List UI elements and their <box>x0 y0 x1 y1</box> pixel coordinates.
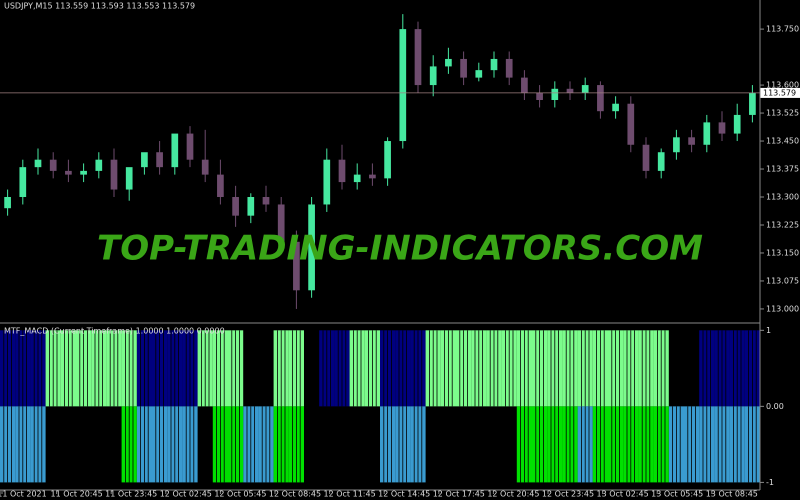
price-title: USDJPY,M15 113.559 113.593 113.553 113.5… <box>4 2 195 11</box>
candle-body <box>34 159 42 168</box>
indicator-title: MTF_MACD (Current Timeframe) 1.0000 1.00… <box>4 327 225 336</box>
y-tick-label: 113.150 <box>766 248 799 257</box>
candle-body <box>566 88 574 93</box>
y-tick-label: 113.075 <box>766 276 799 285</box>
candle-body <box>19 167 27 198</box>
y-tick-label: 113.300 <box>766 193 799 202</box>
y-tick-label: 113.225 <box>766 220 799 229</box>
candle-body <box>141 152 148 168</box>
y-tick-label: 113.450 <box>766 137 799 146</box>
candle-body <box>490 58 498 71</box>
candle-body <box>186 133 194 160</box>
current-price-label: 113.579 <box>763 88 796 97</box>
y-tick-label: 1 <box>766 326 771 335</box>
candle-body <box>399 29 407 142</box>
candle-body <box>110 159 118 190</box>
x-tick-label: 12 Oct 23:45 <box>542 490 594 499</box>
x-tick-label: 13 Oct 05:45 <box>651 490 703 499</box>
candle-body <box>733 114 741 134</box>
x-tick-label: 12 Oct 08:45 <box>269 490 321 499</box>
candle-body <box>475 70 483 78</box>
candle-body <box>4 197 11 209</box>
candle-body <box>65 170 72 175</box>
candle-body <box>581 85 589 93</box>
candle-body <box>201 159 209 175</box>
candle-body <box>718 122 726 134</box>
candle-body <box>217 174 224 198</box>
x-tick-label: 12 Oct 05:45 <box>214 490 266 499</box>
candle-body <box>551 88 559 100</box>
candle-body <box>80 170 87 175</box>
candle-body <box>262 197 270 205</box>
candle-body <box>308 204 315 291</box>
candle-body <box>612 103 619 112</box>
candle-body <box>642 144 650 171</box>
x-tick-label: 12 Oct 17:45 <box>433 490 485 499</box>
candle-body <box>277 204 285 242</box>
y-tick-label: -1 <box>766 478 774 487</box>
candle-body <box>95 159 103 171</box>
candle-body <box>429 66 437 86</box>
candle-body <box>247 197 255 216</box>
candle-body <box>353 174 361 183</box>
y-tick-label: 113.600 <box>766 81 799 90</box>
candle-body <box>688 137 695 145</box>
candle-body <box>125 167 133 190</box>
x-tick-label: 11 Oct 23:45 <box>105 490 157 499</box>
candle-body <box>627 103 635 145</box>
x-tick-label: 13 Oct 02:45 <box>597 490 649 499</box>
candle-body <box>156 152 163 168</box>
candle-body <box>323 159 331 205</box>
candle-body <box>338 159 346 183</box>
y-tick-label: 113.000 <box>766 304 799 313</box>
x-tick-label: 13 Oct 08:45 <box>706 490 758 499</box>
candle-body <box>521 77 528 93</box>
y-tick-label: 113.375 <box>766 165 799 174</box>
y-tick-label: 0.00 <box>766 402 784 411</box>
x-tick-label: 12 Oct 02:45 <box>160 490 212 499</box>
candle-body <box>657 152 665 171</box>
candle-body <box>673 137 680 153</box>
candle-body <box>445 58 452 67</box>
indicator-panel: 1 0.00 -1 11 Oct 2021 11 Oct 20:45 11 Oct 23:… <box>0 326 784 499</box>
y-tick-label: 113.750 <box>766 25 799 34</box>
candle-body <box>597 85 604 112</box>
candle-body <box>505 58 513 78</box>
watermark: TOP-TRADING-INDICATORS.COM <box>97 229 703 269</box>
candle-body <box>293 241 300 291</box>
candle-body <box>414 29 422 86</box>
candle-body <box>171 133 179 168</box>
candle-body <box>49 159 57 171</box>
x-tick-label: 12 Oct 20:45 <box>487 490 539 499</box>
price-panel: 113.000 113.075 113.150 113.225 113.300 113.3… <box>0 14 800 313</box>
x-tick-label: 12 Oct 11:45 <box>324 490 376 499</box>
candle-body <box>536 92 543 100</box>
x-tick-label: 11 Oct 2021 <box>0 490 47 499</box>
y-tick-label: 113.525 <box>766 109 799 118</box>
candle-body <box>703 122 711 145</box>
candle-body <box>749 92 756 115</box>
candle-body <box>384 141 391 179</box>
candle-body <box>369 174 376 179</box>
current-price-box <box>760 87 800 98</box>
x-tick-label: 12 Oct 14:45 <box>378 490 430 499</box>
candle-body <box>232 197 239 216</box>
x-tick-label: 11 Oct 20:45 <box>51 490 103 499</box>
candle-body <box>460 58 467 78</box>
